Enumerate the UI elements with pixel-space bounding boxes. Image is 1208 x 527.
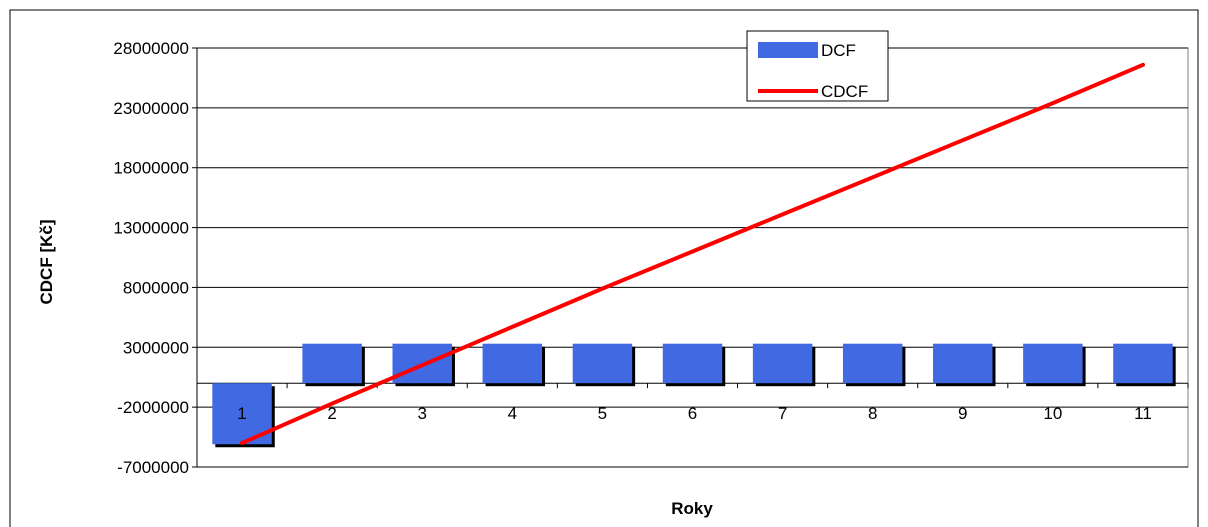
y-tick-labels: 28000000 23000000 18000000 13000000 8000000 3… bbox=[113, 39, 189, 477]
x-tick-label: 4 bbox=[508, 404, 517, 423]
y-tick-label: -7000000 bbox=[117, 458, 189, 477]
x-tick-label: 8 bbox=[868, 404, 877, 423]
y-tick-label: 18000000 bbox=[113, 159, 189, 178]
legend: DCF CDCF bbox=[746, 30, 889, 102]
dcf-bar bbox=[482, 343, 543, 384]
x-tick-label: 3 bbox=[417, 404, 426, 423]
dcf-bar bbox=[1113, 343, 1173, 384]
dcf-bar bbox=[302, 343, 362, 384]
legend-dcf-label: DCF bbox=[821, 41, 856, 60]
x-tick-label: 5 bbox=[598, 404, 607, 423]
plot-area bbox=[196, 47, 1189, 468]
cdcf-line-layer bbox=[240, 62, 1145, 446]
x-tick-label: 6 bbox=[688, 404, 697, 423]
x-axis-title: Roky bbox=[671, 499, 713, 518]
y-tick-label: 13000000 bbox=[113, 219, 189, 238]
y-tick-label: 28000000 bbox=[113, 39, 189, 58]
x-tick-label: 9 bbox=[958, 404, 967, 423]
gridlines bbox=[192, 47, 1188, 468]
legend-dcf-swatch bbox=[758, 42, 818, 58]
y-tick-label: 3000000 bbox=[123, 338, 189, 357]
x-tick-label: 7 bbox=[778, 404, 787, 423]
dcf-bar bbox=[1023, 343, 1083, 384]
x-tick-label: 10 bbox=[1043, 404, 1062, 423]
y-axis-title: CDCF [Kč] bbox=[37, 220, 56, 305]
y-tick-label: 23000000 bbox=[113, 99, 189, 118]
y-tick-label: -2000000 bbox=[117, 398, 189, 417]
x-tick-label: 2 bbox=[327, 404, 336, 423]
dcf-bar bbox=[662, 343, 723, 384]
legend-cdcf-label: CDCF bbox=[821, 82, 868, 101]
x-tick-label: 11 bbox=[1134, 404, 1152, 423]
cdcf-line bbox=[240, 62, 1145, 446]
dcf-bar bbox=[842, 343, 903, 384]
x-tick-label: 1 bbox=[237, 404, 246, 423]
dcf-bar bbox=[752, 343, 813, 384]
dcf-bar bbox=[572, 343, 633, 384]
y-tick-label: 8000000 bbox=[123, 278, 189, 297]
dcf-bars bbox=[212, 343, 1176, 448]
x-tick-labels: 1 2 3 4 5 6 7 8 9 10 11 bbox=[237, 404, 1151, 423]
dcf-bar bbox=[933, 343, 993, 384]
